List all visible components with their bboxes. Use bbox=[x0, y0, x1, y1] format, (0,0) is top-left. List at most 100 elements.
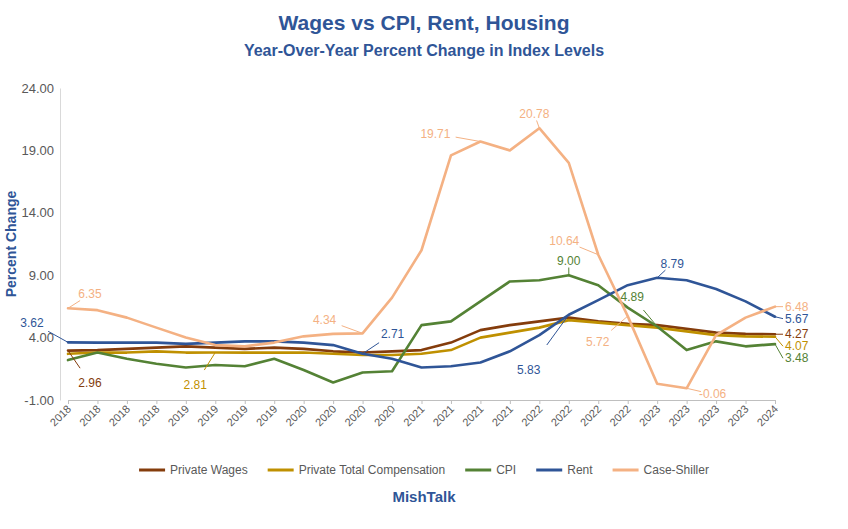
data-label: 5.83 bbox=[517, 363, 541, 377]
data-label: 8.79 bbox=[660, 257, 684, 271]
data-label: 19.71 bbox=[420, 127, 450, 141]
leader-line bbox=[643, 310, 657, 327]
tick-label: -1.00 bbox=[24, 393, 54, 408]
y-axis: -1.004.009.0014.0019.0024.00 bbox=[21, 81, 60, 408]
legend-item: CPI bbox=[465, 463, 516, 477]
legend-swatch bbox=[613, 469, 639, 472]
tick-label: 2020 bbox=[283, 403, 309, 429]
series-line bbox=[68, 278, 775, 368]
series-line bbox=[68, 275, 775, 382]
x-tick: 2020 bbox=[313, 400, 339, 428]
y-tick: -1.00 bbox=[24, 393, 60, 408]
x-axis-title: MishTalk bbox=[392, 488, 456, 505]
x-tick: 2019 bbox=[224, 400, 250, 428]
data-label: 4.89 bbox=[620, 290, 644, 304]
x-tick: 2022 bbox=[519, 400, 545, 428]
tick-mark bbox=[598, 400, 599, 404]
x-tick: 2023 bbox=[666, 400, 692, 428]
data-label: 4.34 bbox=[313, 313, 337, 327]
data-label: 20.78 bbox=[519, 107, 549, 121]
tick-mark bbox=[156, 400, 157, 404]
leader-line bbox=[775, 337, 783, 347]
tick-mark bbox=[215, 400, 216, 404]
title: Wages vs CPI, Rent, Housing bbox=[279, 11, 570, 34]
y-tick: 24.00 bbox=[21, 81, 60, 96]
tick-mark bbox=[333, 400, 334, 404]
data-labels: 2.962.819.004.893.622.715.838.796.354.34… bbox=[20, 107, 808, 401]
tick-mark bbox=[186, 400, 187, 404]
tick-mark bbox=[363, 400, 364, 404]
tick-label: 2023 bbox=[696, 403, 722, 429]
tick-mark bbox=[628, 400, 629, 404]
leader-line bbox=[775, 306, 783, 307]
tick-label: 2019 bbox=[224, 403, 250, 429]
data-label: 2.96 bbox=[78, 376, 102, 390]
leader-line bbox=[363, 343, 380, 354]
tick-label: 2021 bbox=[430, 403, 456, 429]
tick-mark bbox=[510, 400, 511, 404]
x-tick: 2021 bbox=[460, 400, 486, 428]
x-tick: 2020 bbox=[372, 400, 398, 428]
tick-label: 2023 bbox=[725, 403, 751, 429]
legend-label: Rent bbox=[567, 463, 593, 477]
data-label: 2.81 bbox=[184, 378, 208, 392]
legend-item: Case-Shiller bbox=[613, 463, 709, 477]
tick-label: 2021 bbox=[460, 403, 486, 429]
tick-label: 14.00 bbox=[21, 205, 54, 220]
leader-line bbox=[568, 268, 569, 276]
series-line bbox=[68, 128, 775, 388]
x-tick: 2019 bbox=[165, 400, 191, 428]
leader-line bbox=[775, 344, 783, 358]
data-label: 10.64 bbox=[549, 234, 579, 248]
leader-line bbox=[611, 316, 628, 330]
tick-mark bbox=[480, 400, 481, 404]
tick-mark bbox=[569, 400, 570, 404]
y-axis-title: Percent Change bbox=[3, 190, 19, 297]
lines bbox=[68, 128, 775, 388]
x-tick: 2024 bbox=[755, 400, 781, 428]
tick-label: 2020 bbox=[313, 403, 339, 429]
leader-line bbox=[537, 120, 540, 128]
tick-label: 2022 bbox=[548, 403, 574, 429]
legend-label: Private Wages bbox=[170, 463, 248, 477]
x-tick: 2019 bbox=[195, 400, 221, 428]
x-tick: 2020 bbox=[283, 400, 309, 428]
leader-line bbox=[657, 270, 665, 278]
tick-mark bbox=[245, 400, 246, 404]
subtitle: Year-Over-Year Percent Change in Index L… bbox=[244, 42, 604, 59]
data-label: 5.72 bbox=[586, 335, 610, 349]
y-tick: 14.00 bbox=[21, 205, 60, 220]
x-tick: 2018 bbox=[106, 400, 132, 428]
leader-line bbox=[456, 137, 481, 141]
tick-label: 2021 bbox=[489, 403, 515, 429]
legend-swatch bbox=[536, 469, 562, 472]
tick-label: 19.00 bbox=[21, 143, 54, 158]
x-tick: 2020 bbox=[342, 400, 368, 428]
x-tick: 2023 bbox=[725, 400, 751, 428]
leader-line bbox=[775, 334, 783, 335]
legend-swatch bbox=[465, 469, 491, 472]
x-tick: 2018 bbox=[48, 400, 74, 428]
tick-label: 2022 bbox=[607, 403, 633, 429]
tick-mark bbox=[68, 400, 69, 404]
axis-line bbox=[60, 89, 61, 401]
tick-label: 2019 bbox=[254, 403, 280, 429]
data-label: -0.06 bbox=[699, 387, 727, 401]
x-tick: 2019 bbox=[254, 400, 280, 428]
leader-line bbox=[342, 326, 363, 334]
y-tick: 4.00 bbox=[29, 330, 60, 345]
tick-mark bbox=[422, 400, 423, 404]
x-tick: 2022 bbox=[607, 400, 633, 428]
tick-label: 2024 bbox=[755, 403, 781, 429]
tick-label: 2023 bbox=[637, 403, 663, 429]
tick-mark bbox=[657, 400, 658, 404]
legend-swatch bbox=[139, 469, 165, 472]
x-tick: 2022 bbox=[578, 400, 604, 428]
tick-label: 24.00 bbox=[21, 81, 54, 96]
tick-label: 2022 bbox=[519, 403, 545, 429]
tick-label: 2018 bbox=[77, 403, 103, 429]
x-tick: 2023 bbox=[696, 400, 722, 428]
legend-label: CPI bbox=[496, 463, 516, 477]
tick-label: 2023 bbox=[666, 403, 692, 429]
tick-mark bbox=[539, 400, 540, 404]
